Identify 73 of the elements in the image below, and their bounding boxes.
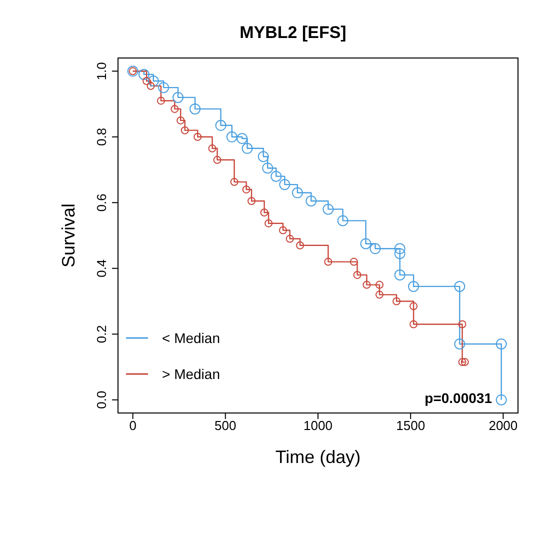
point [148, 76, 159, 87]
legend-label: < Median [162, 330, 220, 346]
point [172, 92, 184, 103]
point [260, 208, 268, 216]
point [236, 133, 248, 144]
chart-title: MYBL2 [EFS] [240, 23, 346, 42]
point [230, 178, 238, 186]
point [190, 103, 201, 114]
x-tick-label: 0 [129, 418, 136, 434]
point [353, 270, 362, 279]
point [306, 195, 317, 206]
legend-label: > Median [162, 366, 220, 382]
point [242, 142, 253, 154]
point [146, 82, 155, 90]
y-tick-label: 0.0 [94, 390, 109, 409]
point [138, 68, 150, 80]
point [410, 320, 418, 328]
point [408, 280, 420, 292]
point [170, 104, 179, 113]
point [454, 338, 466, 350]
point [292, 187, 303, 198]
point [215, 120, 226, 131]
annotation: p=0.00031 [424, 390, 492, 406]
point [194, 132, 202, 141]
point [324, 258, 332, 266]
point [226, 131, 238, 142]
point [454, 280, 466, 292]
point [158, 82, 170, 94]
point [394, 269, 406, 280]
point [258, 151, 269, 162]
x-tick-label: 500 [214, 418, 236, 434]
point [286, 234, 294, 243]
point [264, 219, 273, 228]
point [296, 241, 304, 250]
y-tick-label: 0.4 [94, 259, 109, 278]
point [176, 116, 185, 124]
y-tick-label: 0.8 [94, 128, 109, 146]
point [213, 156, 222, 164]
point [394, 243, 406, 254]
point [156, 96, 165, 105]
point [242, 185, 250, 194]
x-tick-label: 1500 [396, 418, 426, 434]
point [370, 243, 381, 254]
point [394, 248, 406, 260]
point [458, 358, 466, 366]
point [270, 170, 282, 182]
point [375, 280, 384, 289]
point [362, 280, 371, 289]
point [460, 358, 469, 366]
point [262, 162, 274, 174]
x-tick-label: 2000 [488, 418, 518, 434]
y-tick-label: 0.2 [94, 325, 109, 344]
point [279, 179, 290, 190]
y-tick-label: 1.0 [94, 62, 109, 80]
point [458, 320, 466, 328]
point [322, 204, 334, 215]
point [392, 297, 401, 306]
point [496, 338, 507, 350]
point [410, 302, 418, 310]
y-axis-title: Survival [58, 203, 78, 268]
point [360, 238, 372, 250]
point [375, 290, 384, 299]
point [180, 126, 189, 134]
point [279, 226, 287, 234]
point [496, 394, 507, 406]
x-tick-label: 1000 [304, 418, 332, 434]
point [350, 258, 358, 266]
x-axis-title: Time (day) [275, 447, 361, 467]
point [142, 77, 151, 86]
point [248, 196, 256, 205]
y-tick-label: 0.6 [94, 194, 109, 212]
point [337, 215, 348, 226]
point [208, 144, 216, 152]
